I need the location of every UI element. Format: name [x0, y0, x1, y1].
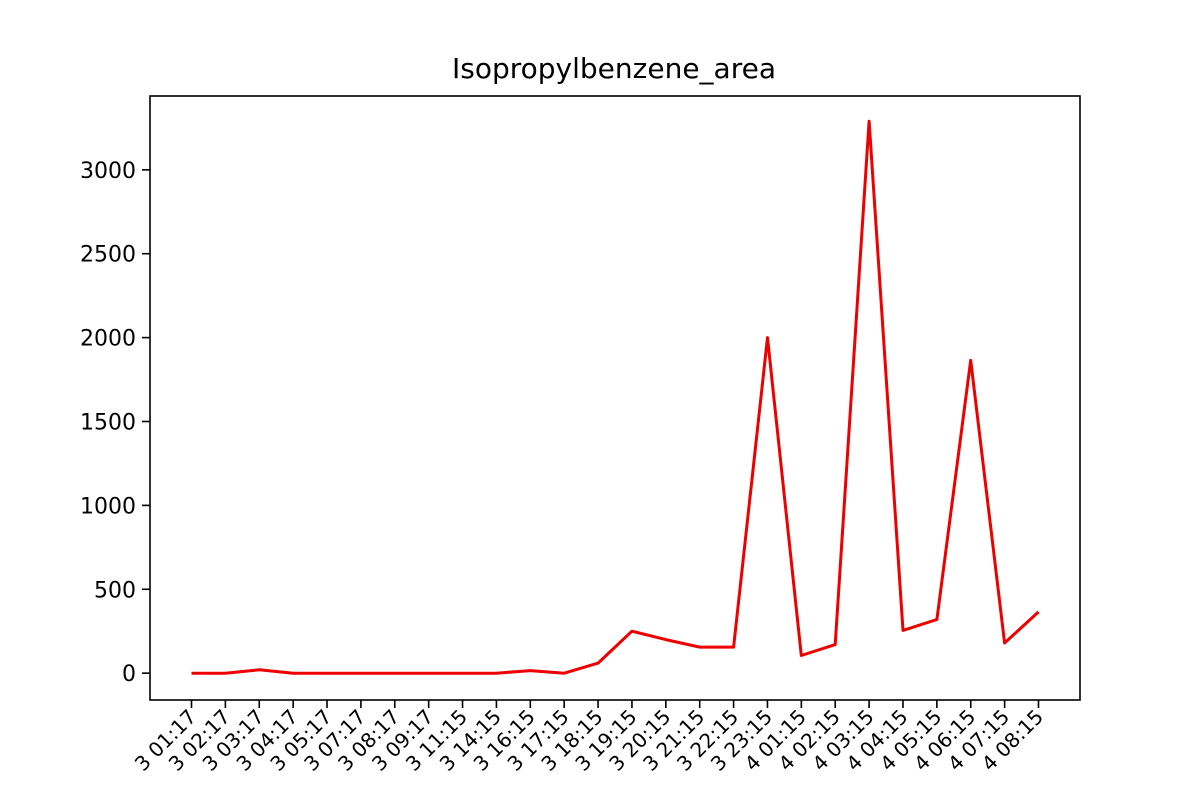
y-tick-label: 0 — [122, 662, 136, 687]
y-tick-label: 2000 — [80, 327, 136, 352]
plot-area — [191, 119, 1040, 675]
chart-title: Isopropylbenzene_area — [452, 52, 776, 85]
y-tick-label: 1500 — [80, 410, 136, 435]
y-tick-label: 500 — [94, 578, 136, 603]
y-tick-label: 2500 — [80, 243, 136, 268]
series-line — [191, 119, 1040, 675]
axes-frame — [149, 95, 1081, 701]
y-axis: 0 500 1000 1500 2000 2500 3000 — [80, 159, 150, 687]
y-tick-label: 1000 — [80, 494, 136, 519]
x-axis: 3 01:173 02:173 03:173 04:173 05:173 07:… — [130, 700, 1048, 776]
y-tick-label: 3000 — [80, 159, 136, 184]
